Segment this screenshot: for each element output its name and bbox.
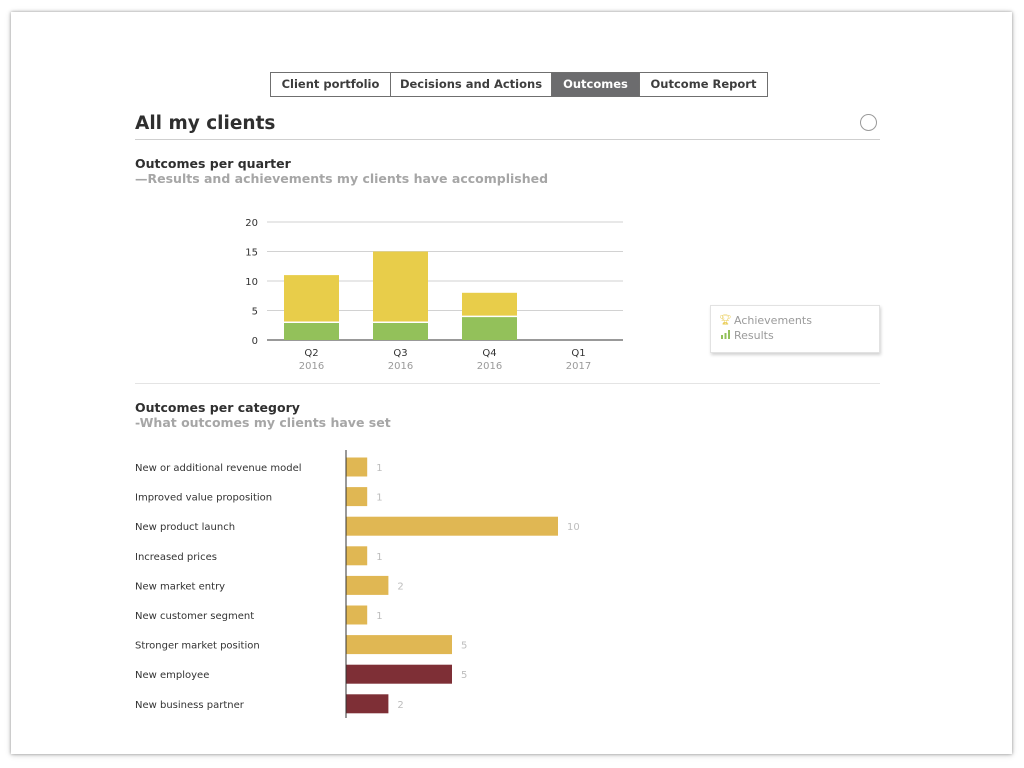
category-value-label: 5 — [461, 641, 467, 652]
x-tick-year: 2016 — [477, 361, 502, 372]
category-label: New market entry — [135, 581, 225, 592]
x-tick-year: 2016 — [388, 361, 413, 372]
x-tick-year: 2017 — [566, 361, 591, 372]
category-bar — [346, 664, 452, 684]
y-tick-label: 10 — [245, 277, 258, 288]
legend-item-results: Results — [719, 329, 774, 342]
category-bar — [346, 487, 368, 507]
category-bar-chart: New or additional revenue model 1 Improved… — [135, 450, 580, 718]
bar-achievements — [462, 292, 517, 317]
y-tick-label: 5 — [252, 307, 258, 318]
title-divider — [135, 139, 880, 140]
category-label: New or additional revenue model — [135, 463, 302, 474]
category-value-label: 2 — [397, 700, 403, 711]
category-bar — [346, 694, 389, 714]
category-label: Improved value proposition — [135, 493, 272, 504]
bar-results — [284, 322, 339, 340]
category-label: New product launch — [135, 522, 235, 533]
legend-label-results: Results — [734, 329, 774, 342]
category-value-label: 1 — [376, 493, 382, 504]
section-divider — [135, 383, 880, 384]
category-bar — [346, 635, 452, 655]
category-bar — [346, 546, 368, 566]
bar-results — [373, 322, 428, 340]
x-tick-label: Q1 — [571, 348, 585, 359]
category-label: New business partner — [135, 700, 245, 711]
bar-chart-icon — [719, 329, 731, 342]
legend-item-achievements: 🏆︎ Achievements — [719, 314, 812, 327]
category-value-label: 10 — [567, 522, 580, 533]
category-bar — [346, 575, 389, 595]
category-value-label: 2 — [397, 581, 403, 592]
y-tick-label: 0 — [252, 336, 258, 347]
category-bar — [346, 457, 368, 477]
tab-client-portfolio[interactable]: Client portfolio — [271, 73, 391, 96]
bar-achievements — [373, 251, 428, 323]
category-bar — [346, 516, 558, 536]
trophy-icon: 🏆︎ — [719, 315, 732, 326]
bar-results — [462, 316, 517, 340]
category-label: Increased prices — [135, 552, 217, 563]
category-value-label: 1 — [376, 611, 382, 622]
category-section-subtitle: -What outcomes my clients have set — [135, 415, 391, 430]
y-tick-label: 15 — [245, 248, 258, 259]
chart-legend: 🏆︎ Achievements Results — [710, 305, 880, 353]
tab-decisions-and-actions[interactable]: Decisions and Actions — [391, 73, 552, 96]
quarter-section-subtitle: —Results and achievements my clients hav… — [135, 171, 549, 186]
category-section-title: Outcomes per category — [135, 400, 300, 415]
quarter-section-title: Outcomes per quarter — [135, 156, 291, 171]
category-value-label: 5 — [461, 670, 467, 681]
tab-bar: Client portfolio Decisions and Actions O… — [270, 72, 768, 97]
x-tick-label: Q2 — [304, 348, 318, 359]
category-label: New employee — [135, 670, 209, 681]
tab-outcome-report[interactable]: Outcome Report — [650, 77, 757, 91]
circle-icon[interactable] — [860, 114, 877, 131]
legend-label-achievements: Achievements — [734, 314, 812, 327]
category-bar — [346, 605, 368, 625]
category-label: New customer segment — [135, 611, 254, 622]
category-value-label: 1 — [376, 463, 382, 474]
category-label: Stronger market position — [135, 641, 260, 652]
quarter-bar-chart: 0 5 10 15 20 Q2 2016 Q3 2016 Q4 2016 Q1 2017 — [245, 218, 623, 372]
category-value-label: 1 — [376, 552, 382, 563]
x-tick-label: Q4 — [482, 348, 496, 359]
page-title: All my clients — [135, 113, 276, 134]
x-tick-year: 2016 — [299, 361, 324, 372]
tab-outcomes[interactable]: Outcomes — [552, 73, 640, 96]
x-tick-label: Q3 — [393, 348, 407, 359]
bar-achievements — [284, 275, 339, 323]
y-tick-label: 20 — [245, 218, 258, 229]
